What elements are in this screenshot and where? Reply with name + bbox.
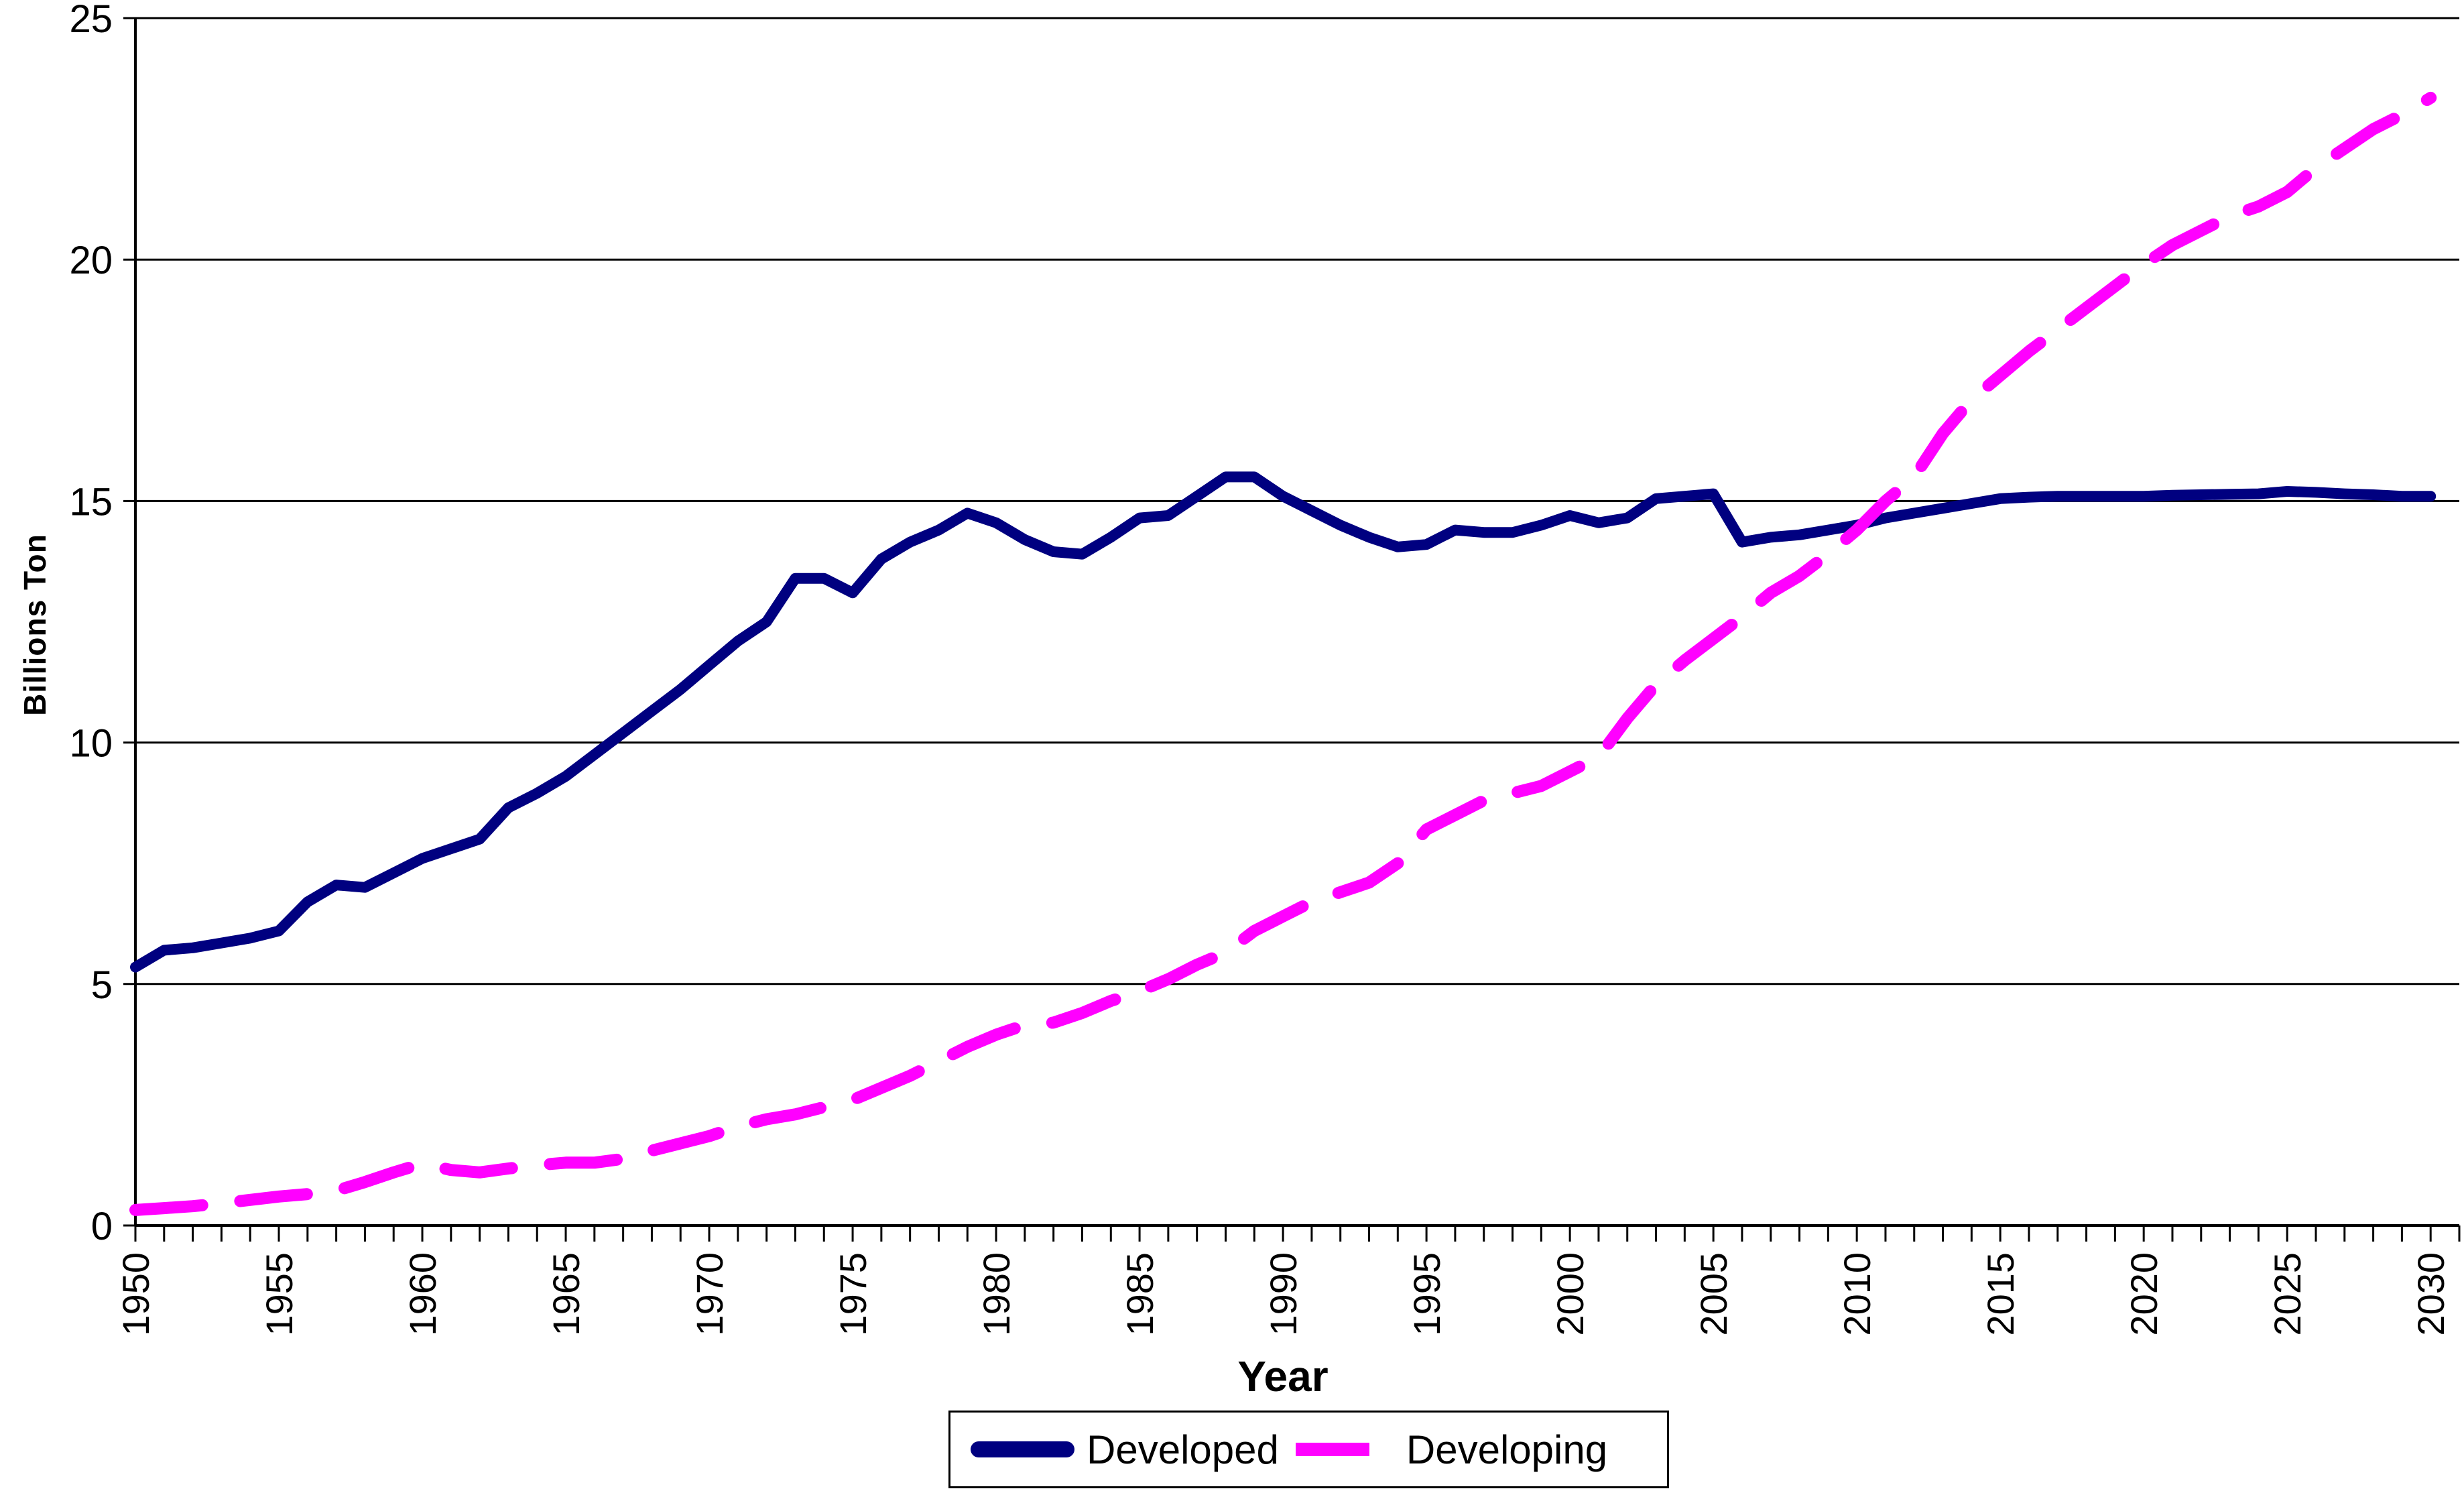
x-tick-label-2000: 2000 [1549,1252,1591,1336]
y-tick-label-0: 0 [91,1205,113,1248]
x-tick-label-2025: 2025 [2266,1252,2308,1336]
x-tick-label-1990: 1990 [1262,1252,1304,1336]
legend-label-developing: Developing [1406,1427,1608,1472]
y-tick-label-5: 5 [91,963,113,1007]
series-line-developed [130,471,2437,973]
x-tick-label-1995: 1995 [1406,1252,1448,1336]
x-tick-label-1960: 1960 [402,1252,444,1336]
x-tick-label-2030: 2030 [2410,1252,2452,1336]
legend-label-developed: Developed [1087,1427,1279,1472]
series-line-developing [129,91,2437,1216]
x-tick-label-2020: 2020 [2123,1252,2165,1336]
x-tick-label-1985: 1985 [1119,1252,1161,1336]
x-tick-label-2005: 2005 [1692,1252,1735,1336]
x-tick-label-1970: 1970 [688,1252,731,1336]
x-tick-label-1975: 1975 [832,1252,874,1336]
x-tick-label-1965: 1965 [545,1252,587,1336]
x-tick-label-1955: 1955 [258,1252,300,1336]
y-tick-label-10: 10 [69,722,113,766]
y-tick-label-15: 15 [69,480,113,524]
x-tick-label-2010: 2010 [1836,1252,1878,1336]
legend-box: Developed Developing [948,1411,1669,1488]
y-tick-label-25: 25 [69,0,113,41]
x-tick-label-1980: 1980 [975,1252,1018,1336]
y-tick-label-20: 20 [69,239,113,282]
legend-swatch-developed [971,1441,1074,1457]
legend-swatch-developing [1295,1443,1369,1456]
y-axis-title: Billions Ton [17,534,52,716]
x-axis-title: Year [1237,1352,1329,1400]
x-tick-label-1950: 1950 [115,1252,157,1336]
x-tick-label-2015: 2015 [1979,1252,2022,1336]
